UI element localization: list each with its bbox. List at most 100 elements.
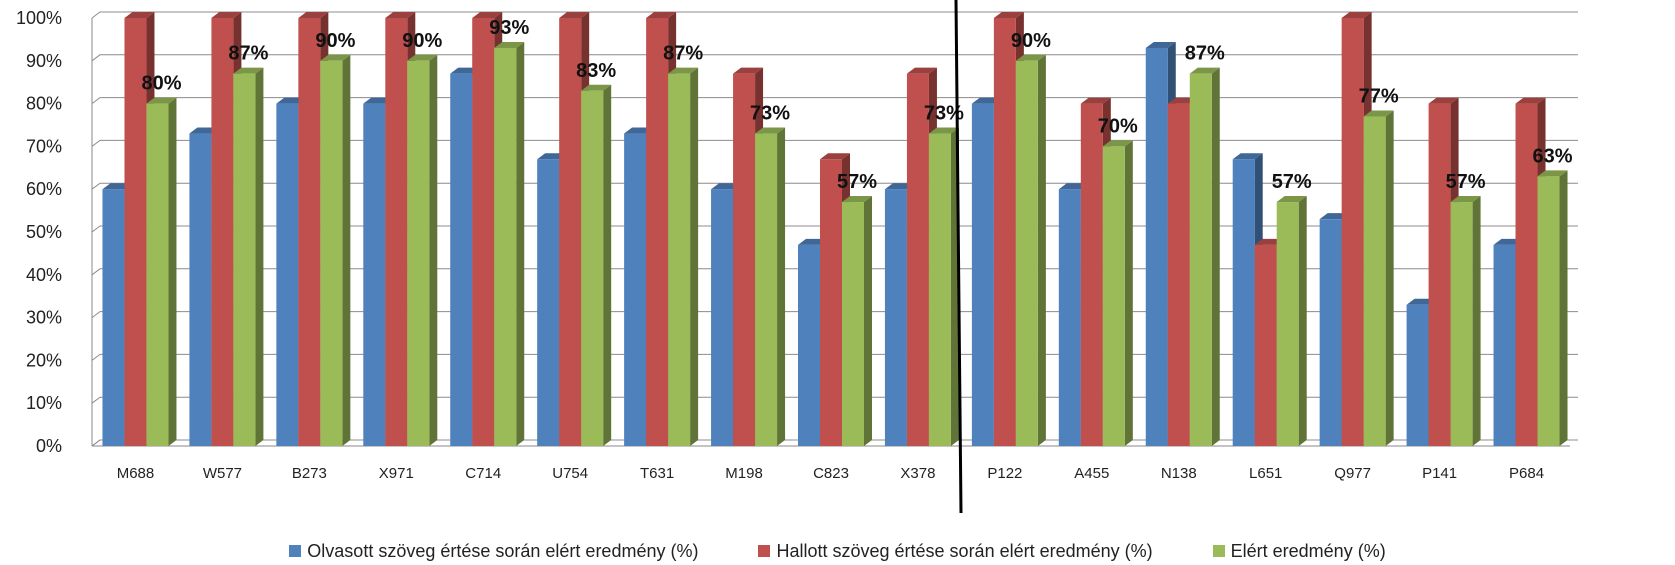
bar-side <box>1298 196 1307 446</box>
data-labels: 80% 87% 90% 90% 93% 83% 87% 73% 57% 73% 90% 70% 87% 5… <box>141 17 1572 193</box>
bar-top <box>820 153 850 160</box>
y-tick-label: 100% <box>16 8 62 28</box>
chart-svg: 0% 10% 20% 30% 40% 50% 60% 70% 80% 90% 100% M688 W5… <box>16 0 1578 514</box>
bar <box>668 73 691 446</box>
bar-side <box>777 127 786 446</box>
bar-top <box>906 67 937 74</box>
x-tick-label: C714 <box>465 465 501 482</box>
bar-top <box>1515 97 1546 104</box>
bar <box>385 18 408 446</box>
bar-top <box>1341 12 1372 18</box>
y-tick-label: 60% <box>26 179 62 199</box>
bar-top <box>407 54 438 61</box>
bar <box>1080 103 1103 446</box>
bar <box>842 202 864 446</box>
bar-top <box>320 54 351 61</box>
bar <box>1167 103 1190 446</box>
data-label: 70% <box>1098 115 1138 137</box>
bar <box>820 159 842 447</box>
bar-top <box>211 12 242 18</box>
bar-top <box>928 127 959 134</box>
legend-item: Hallott szöveg értése során elért eredmé… <box>758 541 1153 562</box>
bar-side <box>1037 54 1046 447</box>
data-label: 90% <box>402 30 442 52</box>
bar <box>276 103 299 446</box>
bar <box>472 18 495 446</box>
legend-item: Olvasott szöveg értése során elért eredm… <box>289 541 698 562</box>
bar <box>971 103 994 446</box>
bar <box>906 73 929 446</box>
x-tick-label: T631 <box>640 465 674 482</box>
bar-side <box>1559 170 1568 447</box>
bar <box>884 189 907 446</box>
bar-top <box>755 127 786 134</box>
data-label: 87% <box>663 43 703 65</box>
data-label: 57% <box>1446 171 1486 193</box>
bar-top <box>1232 153 1263 160</box>
bar <box>1493 244 1516 446</box>
x-tick-label: P684 <box>1509 465 1544 482</box>
y-tick-label: 20% <box>26 350 62 370</box>
bar-top <box>298 12 329 18</box>
bar <box>494 47 517 447</box>
bar <box>233 73 256 446</box>
bar <box>320 60 343 447</box>
data-label: 90% <box>315 30 355 52</box>
bar-top <box>1102 140 1133 147</box>
bar-top <box>559 12 590 18</box>
bar <box>1428 103 1451 446</box>
bar-side <box>516 41 525 447</box>
legend-label: Elért eredmény (%) <box>1230 540 1386 561</box>
bar-side <box>864 196 872 446</box>
bar-top <box>1537 170 1568 177</box>
data-label: 57% <box>837 171 877 193</box>
x-tick-label: C823 <box>813 465 849 482</box>
legend-swatch <box>289 545 302 557</box>
bar-top <box>1363 110 1394 117</box>
bar <box>1145 47 1168 447</box>
legend-label: Olvasott szöveg értése során elért eredm… <box>307 540 699 561</box>
bar-top <box>146 97 177 104</box>
bar-side <box>342 54 351 447</box>
gridline <box>91 11 1578 19</box>
x-tick-label: A455 <box>1074 465 1109 482</box>
data-label: 63% <box>1533 145 1573 167</box>
bar <box>211 18 234 446</box>
x-tick-label: M198 <box>725 465 763 482</box>
bar <box>1341 18 1364 446</box>
x-tick-label: U754 <box>552 465 588 482</box>
bar <box>146 103 169 446</box>
bar-top <box>1428 97 1459 104</box>
x-tick-label: M688 <box>117 465 155 482</box>
bar-side <box>1124 140 1133 446</box>
data-label: 87% <box>1185 43 1225 65</box>
bar <box>1015 60 1038 447</box>
bar <box>189 133 212 446</box>
bar-top <box>581 84 612 91</box>
data-label: 73% <box>924 103 964 125</box>
bar <box>646 18 669 446</box>
bar <box>407 60 430 447</box>
bar-top <box>1145 41 1176 48</box>
bar <box>1254 244 1277 446</box>
bar <box>450 73 473 446</box>
x-tick-label: X378 <box>900 465 935 482</box>
bar <box>711 189 734 446</box>
bar <box>755 133 778 446</box>
data-label: 93% <box>489 17 529 39</box>
legend-swatch <box>758 545 771 557</box>
bar-side <box>690 67 699 446</box>
bar-top <box>733 67 764 74</box>
bar-top <box>1450 196 1481 203</box>
y-tick-label: 0% <box>36 436 62 456</box>
bar-top <box>494 41 525 48</box>
bar <box>298 18 321 446</box>
y-tick-label: 90% <box>26 51 62 71</box>
y-tick-label: 80% <box>26 94 62 114</box>
bar <box>1232 159 1255 447</box>
bar-top <box>668 67 699 74</box>
x-tick-label: W577 <box>203 465 242 482</box>
data-label: 83% <box>576 60 616 82</box>
x-tick-label: X971 <box>379 465 414 482</box>
x-tick-label: L651 <box>1249 465 1282 482</box>
